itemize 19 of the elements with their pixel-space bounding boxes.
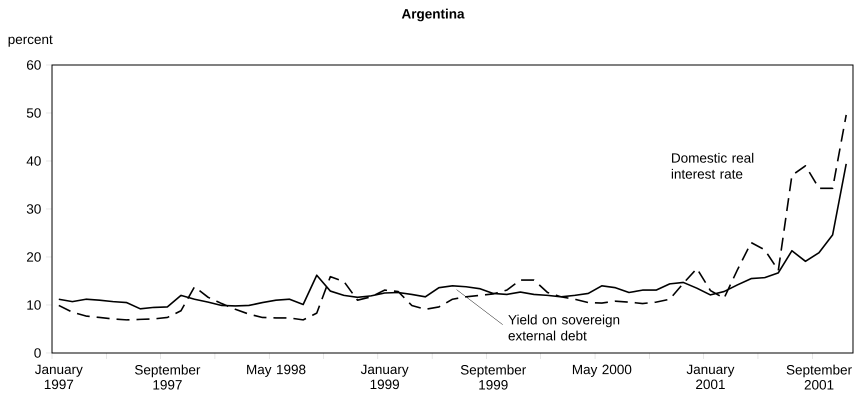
x-tick-label: September 2001	[786, 364, 852, 390]
x-tick-label: January 1997	[34, 364, 83, 390]
y-axis-title: percent	[8, 35, 53, 47]
x-tick-label: January 1999	[360, 364, 409, 390]
y-tick-label: 10	[27, 300, 41, 310]
y-tick-label: 40	[26, 156, 41, 166]
y-tick-label: 20	[26, 252, 41, 262]
series-label: Yield on sovereign external debt	[508, 314, 620, 340]
y-tick-label: 30	[26, 204, 41, 214]
x-tick-label: January 2001	[686, 364, 734, 390]
x-tick-label: May 1998	[247, 364, 306, 377]
y-tick-label: 0	[34, 348, 41, 358]
y-tick-label: 60	[26, 60, 41, 70]
x-tick-label: September 1999	[460, 364, 526, 390]
y-tick-label: 50	[26, 108, 41, 118]
chart-title: Argentina	[402, 8, 465, 22]
text: Domestic real interest rate	[672, 152, 754, 179]
x-tick-label: September 1997	[135, 364, 200, 390]
x-tick-label: May 2000	[572, 364, 632, 377]
